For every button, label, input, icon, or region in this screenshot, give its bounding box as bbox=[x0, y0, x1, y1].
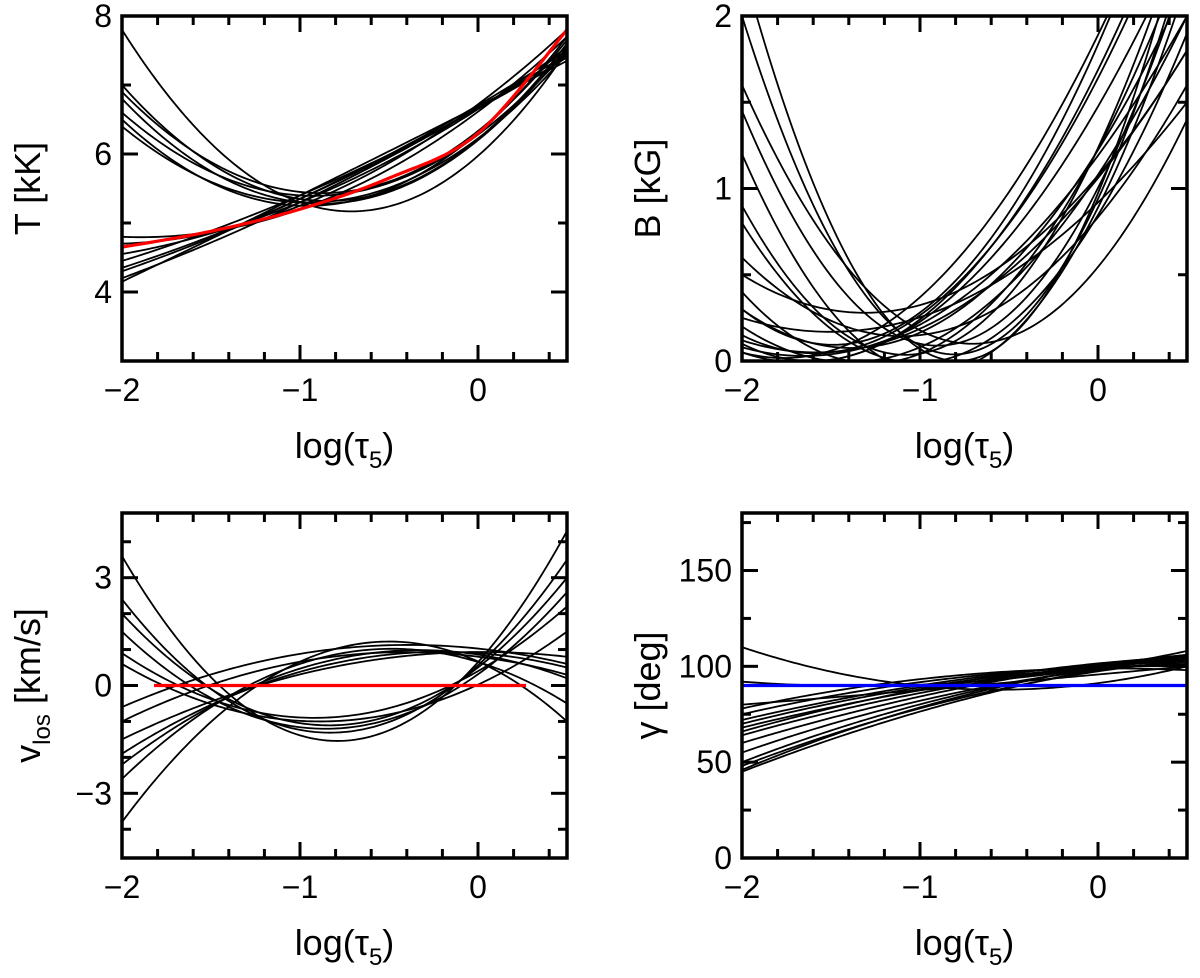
model-curve bbox=[742, 84, 1187, 338]
model-curve bbox=[742, 32, 1187, 361]
x-tick-label: −2 bbox=[724, 869, 760, 905]
x-tick-label: −1 bbox=[902, 372, 938, 408]
model-curve bbox=[122, 640, 567, 823]
y-tick-label: −3 bbox=[76, 775, 112, 811]
x-tick-label: 0 bbox=[1089, 372, 1107, 408]
series-group bbox=[742, 646, 1187, 773]
y-tick-label: 0 bbox=[94, 668, 112, 704]
y-tick-label: 100 bbox=[679, 648, 732, 684]
y-axis-label: T [kK] bbox=[7, 142, 48, 235]
y-axis-label: γ [deg] bbox=[627, 631, 668, 739]
model-curve bbox=[122, 46, 567, 255]
model-curve bbox=[742, 16, 1112, 346]
x-tick-label: −1 bbox=[902, 869, 938, 905]
model-curve bbox=[122, 630, 567, 723]
x-tick-label: 0 bbox=[469, 372, 487, 408]
model-curve bbox=[122, 649, 567, 766]
model-curve bbox=[742, 16, 1161, 361]
reference-line bbox=[122, 28, 567, 249]
model-curve bbox=[122, 530, 567, 742]
model-curve bbox=[122, 29, 567, 213]
model-curve bbox=[122, 651, 567, 723]
plot-frame bbox=[740, 14, 1189, 363]
x-axis-label: log(τ5) bbox=[295, 922, 395, 971]
x-tick-label: −2 bbox=[724, 372, 760, 408]
y-tick-label: 3 bbox=[94, 560, 112, 596]
x-tick-label: −2 bbox=[104, 869, 140, 905]
x-tick-label: −1 bbox=[282, 372, 318, 408]
panel-temperature: −2 −1 0 4 6 8 log(τ5) T [kK] bbox=[7, 0, 569, 474]
x-tick-label: 0 bbox=[1089, 869, 1107, 905]
plot-frame bbox=[740, 511, 1189, 860]
x-tick-label: 0 bbox=[469, 869, 487, 905]
model-curve bbox=[742, 646, 1187, 691]
model-curve bbox=[742, 655, 1187, 733]
model-curve bbox=[742, 667, 1187, 710]
y-tick-label: 2 bbox=[714, 0, 732, 34]
model-curve bbox=[122, 650, 567, 755]
model-curve bbox=[122, 36, 567, 239]
model-curve bbox=[742, 16, 1187, 357]
ticks bbox=[120, 14, 567, 363]
y-axis-label: vlos [km/s] bbox=[7, 608, 56, 763]
model-curve bbox=[742, 84, 1187, 345]
panel-inclination: −2 −1 0 0 50 100 150 log(τ5) γ [deg] bbox=[627, 511, 1189, 971]
y-tick-label: 4 bbox=[94, 274, 112, 310]
y-tick-label: 50 bbox=[696, 744, 732, 780]
y-tick-label: 8 bbox=[94, 0, 112, 34]
panel-field-strength: −2 −1 0 0 1 2 log(τ5) B [kG] bbox=[627, 0, 1189, 474]
model-curve bbox=[122, 644, 567, 708]
x-axis-label: log(τ5) bbox=[915, 425, 1015, 474]
model-curve bbox=[742, 50, 1187, 314]
y-tick-label: 0 bbox=[714, 840, 732, 876]
model-curve bbox=[742, 653, 1187, 773]
series-group bbox=[122, 28, 567, 283]
model-curve bbox=[742, 653, 1187, 744]
model-curve bbox=[122, 647, 567, 780]
x-axis-label: log(τ5) bbox=[295, 425, 395, 474]
panel-los-velocity: −2 −1 0 −3 0 3 log(τ5) vlos [km/s] bbox=[7, 511, 569, 971]
series-group bbox=[122, 530, 567, 823]
model-curve bbox=[122, 651, 567, 741]
model-curve bbox=[742, 16, 1187, 361]
model-curve bbox=[742, 16, 1177, 361]
model-curve bbox=[742, 16, 1148, 361]
model-curve bbox=[122, 60, 567, 283]
model-curve bbox=[742, 101, 1187, 333]
model-curve bbox=[742, 16, 1109, 359]
model-curve bbox=[122, 605, 567, 719]
plot-frame bbox=[120, 511, 569, 860]
series-group bbox=[742, 16, 1187, 361]
y-tick-label: 0 bbox=[714, 343, 732, 379]
y-tick-label: 150 bbox=[679, 553, 732, 589]
y-tick-label: 1 bbox=[714, 171, 732, 207]
x-tick-label: −1 bbox=[282, 869, 318, 905]
y-axis-label: B [kG] bbox=[627, 138, 668, 238]
plot-frame bbox=[120, 14, 569, 363]
x-tick-label: −2 bbox=[104, 372, 140, 408]
model-curve bbox=[742, 50, 1187, 354]
y-tick-label: 6 bbox=[94, 136, 112, 172]
x-axis-label: log(τ5) bbox=[915, 922, 1015, 971]
model-curve bbox=[742, 16, 1153, 356]
